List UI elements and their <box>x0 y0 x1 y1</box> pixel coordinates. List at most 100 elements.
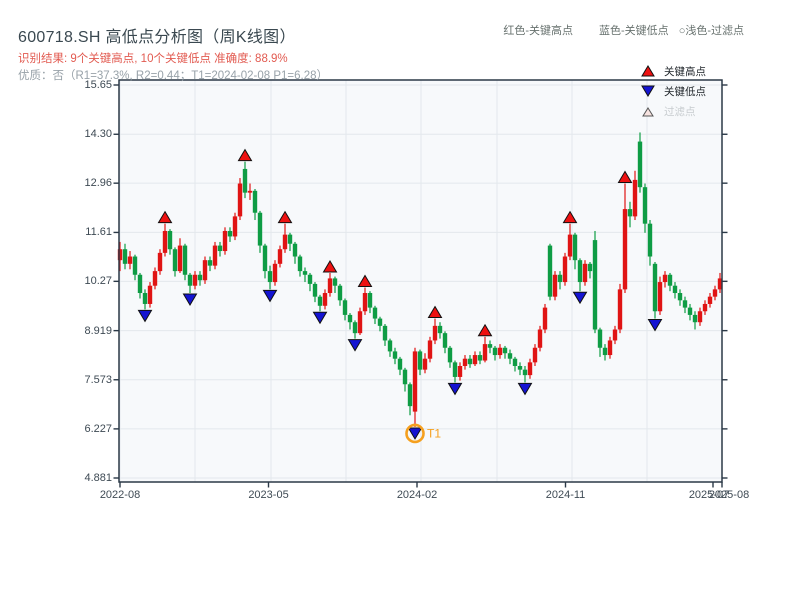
key-low-marker <box>262 289 278 303</box>
candle <box>197 274 203 281</box>
candle <box>437 325 443 334</box>
candle <box>637 141 643 188</box>
candle <box>212 245 218 266</box>
candle <box>702 303 708 312</box>
candle <box>642 187 648 224</box>
candle <box>547 245 553 297</box>
candle <box>602 347 608 356</box>
triangle-up-icon <box>641 65 655 77</box>
candle <box>127 256 133 264</box>
candle <box>307 274 313 284</box>
y-tick-label: 15.65 <box>84 79 112 91</box>
y-tick-label: 8.919 <box>84 324 112 337</box>
candle <box>302 271 308 275</box>
color-key-caption: 红色-关键高点 蓝色-关键低点 ○浅色-过滤点 <box>503 22 744 38</box>
candle <box>522 369 528 376</box>
candle <box>402 369 408 385</box>
candle <box>577 260 583 283</box>
candle <box>252 190 258 213</box>
candle <box>272 263 278 283</box>
candle <box>377 318 383 326</box>
candle <box>232 216 238 237</box>
y-tick-label: 10.27 <box>84 275 112 288</box>
candle <box>432 325 438 341</box>
key-low-marker <box>517 382 533 396</box>
candle <box>207 260 213 266</box>
candle <box>482 344 488 361</box>
candle <box>322 293 328 306</box>
candle <box>257 212 263 246</box>
candle <box>487 344 493 348</box>
candle <box>332 278 338 286</box>
candle <box>237 183 243 217</box>
candle <box>172 249 178 272</box>
candle <box>532 347 538 363</box>
candle <box>287 234 293 244</box>
legend-item-key-low: 关键低点 <box>641 81 706 101</box>
candle <box>167 230 173 250</box>
legend-label: 关键高点 <box>664 65 706 78</box>
candle <box>187 274 193 286</box>
candle <box>342 300 348 315</box>
candle <box>337 285 343 301</box>
candle <box>352 322 358 334</box>
recognition-result-text: 识别结果: 9个关键高点, 10个关键低点 准确度: 88.9% <box>18 53 288 65</box>
y-tick-label: 4.881 <box>84 472 112 484</box>
candle <box>357 311 363 334</box>
candle <box>612 329 618 341</box>
triangle-down-icon <box>641 85 655 97</box>
candle <box>492 347 498 356</box>
legend-item-key-high: 关键高点 <box>641 61 706 81</box>
candle <box>457 366 463 377</box>
candle <box>667 274 673 286</box>
candle <box>192 274 198 286</box>
key-high-marker <box>277 210 293 224</box>
key-high-marker <box>562 210 578 224</box>
candle <box>467 358 473 365</box>
candle <box>562 256 568 283</box>
candle <box>632 179 638 217</box>
candle <box>537 329 543 348</box>
t1-ring <box>405 423 425 444</box>
candle <box>117 249 123 261</box>
candle <box>652 263 658 312</box>
candle <box>442 333 448 348</box>
candle <box>567 234 573 257</box>
candle <box>382 325 388 341</box>
candle <box>132 256 138 275</box>
candle <box>572 234 578 261</box>
key-low-marker <box>447 382 463 396</box>
candle <box>587 263 593 272</box>
page-title: 600718.SH 高低点分析图（周K线图） <box>18 29 296 46</box>
candle <box>247 190 253 193</box>
candle <box>182 245 188 275</box>
key-high-marker <box>477 323 493 337</box>
candle <box>697 311 703 323</box>
candle <box>157 252 163 272</box>
candle <box>662 274 668 283</box>
candle <box>552 274 558 297</box>
key-low-marker <box>647 319 663 332</box>
candle <box>677 293 683 301</box>
legend-label: 关键低点 <box>664 85 706 98</box>
candle <box>447 347 453 363</box>
candle <box>422 358 428 370</box>
candle <box>477 355 483 361</box>
key-low-marker <box>312 311 328 325</box>
triangle-up-open-icon <box>642 107 654 117</box>
candle <box>592 240 598 330</box>
candle <box>217 245 223 252</box>
x-tick-label: 2025-08 <box>708 489 750 501</box>
candle <box>687 307 693 315</box>
candle <box>627 209 633 217</box>
y-tick-label: 12.96 <box>84 177 112 190</box>
y-tick-label: 6.227 <box>84 422 112 435</box>
candle <box>712 289 718 297</box>
candle <box>327 278 333 294</box>
candle <box>507 353 513 359</box>
candle <box>312 283 318 297</box>
x-tick-label: 2024-11 <box>545 489 586 501</box>
legend-label: 过滤点 <box>664 105 696 118</box>
candle <box>292 243 298 257</box>
